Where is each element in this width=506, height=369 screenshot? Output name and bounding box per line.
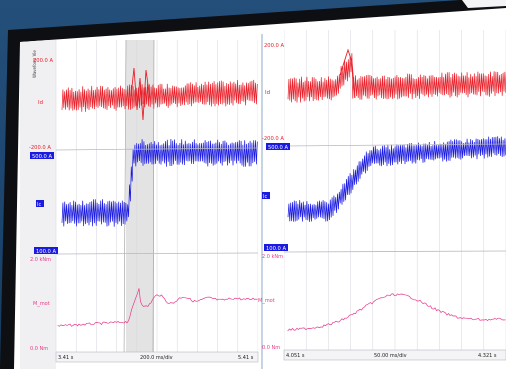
left-id-channel-name[interactable]: Id	[38, 100, 43, 106]
side-strip-label: Waveform Vie	[32, 50, 37, 78]
left-ic-channel-badge[interactable]	[36, 200, 44, 207]
left-ic-channel-name: Ic	[37, 202, 41, 208]
left-ic-bottom-badge	[34, 247, 58, 254]
right-id-top-label: 200.0 A	[264, 43, 284, 49]
left-mmot-trace	[57, 288, 258, 327]
right-mmot-trace	[287, 293, 506, 332]
right-mmot-channel-name[interactable]: M_mot	[258, 298, 275, 304]
left-id-spike	[130, 67, 151, 121]
right-time-end: 4.321 s	[478, 353, 497, 359]
right-id-bottom-label: -200.0 A	[262, 136, 284, 142]
left-time-end: 5.41 s	[238, 355, 254, 361]
right-id-channel-name[interactable]: Id	[265, 90, 270, 96]
right-time-div: 50.00 ms/div	[374, 353, 407, 359]
left-mmot-bottom-label: 0.0 Nm	[30, 346, 48, 352]
left-ic-top-badge	[30, 152, 54, 159]
left-time-axis	[55, 351, 259, 363]
left-id-top-label: 200.0 A	[33, 58, 53, 64]
left-mmot-top-label: 2.0 kNm	[30, 257, 51, 263]
left-ic-top-label: 500.0 A	[32, 154, 52, 160]
right-time-axis	[283, 349, 506, 361]
right-ic-channel-name: Ic	[263, 194, 267, 200]
right-id-spike	[339, 48, 356, 99]
left-separator-2	[55, 252, 259, 255]
left-time-start: 3.41 s	[58, 355, 74, 361]
right-ic-bottom-label: 100.0 A	[266, 246, 286, 252]
left-ic-bottom-label: 100.0 A	[36, 249, 56, 255]
cursor-line-right[interactable]	[152, 39, 155, 361]
right-mmot-top-label: 2.0 kNm	[262, 254, 283, 260]
left-time-div: 200.0 ms/div	[140, 355, 173, 361]
left-id-bottom-label: -200.0 A	[29, 145, 51, 151]
left-ic-trace	[61, 138, 258, 227]
right-ic-top-badge	[266, 143, 290, 150]
right-ic-channel-badge[interactable]	[262, 192, 270, 199]
right-time-start: 4.051 s	[286, 353, 305, 359]
right-ic-top-label: 500.0 A	[268, 145, 288, 151]
bezel-edge	[462, 0, 506, 8]
right-separator-1	[283, 143, 506, 147]
right-ic-trace	[287, 136, 506, 222]
left-mmot-channel-name[interactable]: M_mot	[33, 301, 50, 307]
left-separator-1	[55, 147, 259, 151]
left-id-trace	[61, 79, 258, 112]
right-mmot-bottom-label: 0.0 Nm	[262, 345, 280, 351]
right-ic-bottom-badge	[264, 244, 288, 251]
right-separator-2	[283, 250, 506, 253]
right-id-trace	[287, 53, 506, 103]
